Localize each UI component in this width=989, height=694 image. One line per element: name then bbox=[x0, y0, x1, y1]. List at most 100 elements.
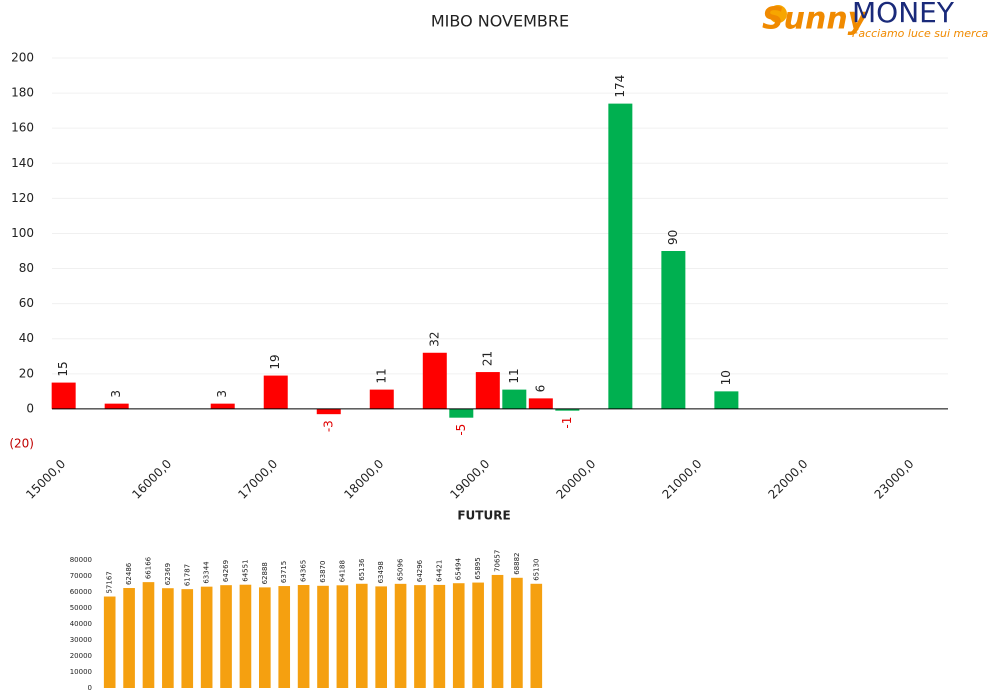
bar bbox=[433, 584, 446, 688]
bar bbox=[239, 584, 252, 688]
bar bbox=[414, 585, 426, 688]
data-label: 64365 bbox=[300, 560, 308, 582]
bar bbox=[449, 408, 474, 418]
x-tick-label: 15000,0 bbox=[23, 457, 68, 502]
data-label: 11 bbox=[374, 368, 388, 383]
y-tick-label: 20 bbox=[19, 366, 34, 380]
bar bbox=[142, 582, 155, 688]
x-tick-label: 18000,0 bbox=[341, 457, 386, 502]
x-tick-label: 17000,0 bbox=[235, 457, 280, 502]
bar bbox=[278, 586, 291, 688]
data-label: 32 bbox=[427, 331, 441, 346]
bar bbox=[51, 382, 76, 409]
logo-sun bbox=[769, 5, 787, 23]
y-tick-label: (20) bbox=[9, 437, 34, 451]
data-label: 3 bbox=[109, 390, 123, 398]
y-tick-label: 10000 bbox=[70, 668, 92, 676]
data-label: -1 bbox=[560, 417, 574, 429]
bar bbox=[530, 583, 543, 688]
data-label: 63344 bbox=[203, 561, 211, 584]
bar bbox=[259, 587, 271, 688]
y-tick-label: 40000 bbox=[70, 620, 92, 628]
data-label: 61787 bbox=[183, 564, 191, 586]
bar bbox=[555, 408, 580, 411]
data-label: 68882 bbox=[513, 553, 521, 575]
y-tick-label: 20000 bbox=[70, 652, 92, 660]
y-tick-label: 70000 bbox=[70, 572, 92, 580]
data-label: 65895 bbox=[474, 557, 482, 579]
data-label: 62369 bbox=[164, 563, 172, 585]
x-tick-label: 20000,0 bbox=[553, 457, 598, 502]
data-label: 10 bbox=[719, 370, 733, 385]
data-label: 6 bbox=[533, 385, 547, 393]
data-label: 64269 bbox=[222, 560, 230, 582]
y-tick-label: 30000 bbox=[70, 636, 92, 644]
y-tick-label: 100 bbox=[11, 226, 34, 240]
data-label: 64296 bbox=[416, 559, 424, 582]
data-label: 63715 bbox=[280, 561, 288, 583]
bar bbox=[263, 375, 288, 409]
bar bbox=[502, 389, 527, 409]
bar bbox=[162, 588, 174, 688]
x-tick-label: 16000,0 bbox=[129, 457, 174, 502]
data-label: 15 bbox=[56, 361, 70, 376]
bar bbox=[355, 583, 368, 688]
data-label: -5 bbox=[454, 424, 468, 436]
bar bbox=[528, 398, 553, 409]
logo-brand2: MONEY bbox=[852, 0, 955, 29]
y-tick-label: 0 bbox=[88, 684, 92, 692]
data-label: 57167 bbox=[106, 571, 114, 593]
x-tick-label: 23000,0 bbox=[872, 457, 917, 502]
bar bbox=[422, 352, 447, 409]
data-label: 62888 bbox=[261, 562, 269, 584]
chart-title: MIBO NOVEMBRE bbox=[431, 12, 569, 31]
y-tick-label: 40 bbox=[19, 331, 34, 345]
bar bbox=[103, 596, 116, 688]
data-label: 65096 bbox=[397, 558, 405, 581]
bar bbox=[317, 585, 329, 688]
bar bbox=[369, 389, 394, 409]
bar bbox=[472, 582, 484, 688]
y-tick-label: 180 bbox=[11, 86, 34, 100]
y-tick-label: 80000 bbox=[70, 556, 92, 564]
bar bbox=[316, 408, 341, 415]
data-label: 64551 bbox=[241, 559, 249, 581]
bar bbox=[511, 577, 523, 688]
logo-brand: Sunny bbox=[762, 2, 869, 37]
data-label: 90 bbox=[666, 230, 680, 245]
data-label: 66166 bbox=[144, 556, 152, 579]
data-label: 3 bbox=[215, 390, 229, 398]
bar bbox=[210, 403, 235, 409]
bar bbox=[475, 372, 500, 409]
y-tick-label: 80 bbox=[19, 261, 34, 275]
y-tick-label: 120 bbox=[11, 191, 34, 205]
y-tick-label: 140 bbox=[11, 156, 34, 170]
data-label: 64421 bbox=[435, 560, 443, 582]
bar bbox=[375, 586, 387, 688]
y-tick-label: 50000 bbox=[70, 604, 92, 612]
logo: Sunny MONEY Facciamo luce sui mercati bbox=[762, 0, 989, 40]
bar bbox=[220, 585, 232, 688]
data-label: 63870 bbox=[319, 561, 327, 583]
y-tick-label: 60 bbox=[19, 296, 34, 310]
data-label: 65130 bbox=[532, 559, 540, 581]
bar bbox=[336, 585, 349, 688]
data-label: 70657 bbox=[494, 550, 502, 572]
logo-tagline: Facciamo luce sui mercati bbox=[852, 27, 989, 40]
data-label: 65494 bbox=[455, 557, 463, 580]
x-tick-label: 21000,0 bbox=[659, 457, 704, 502]
bar bbox=[297, 585, 310, 688]
data-label: 64188 bbox=[338, 560, 346, 582]
x-axis-title: FUTURE bbox=[457, 509, 510, 523]
data-label: 62486 bbox=[125, 562, 133, 585]
bar bbox=[491, 574, 504, 688]
bar bbox=[181, 589, 194, 688]
data-label: -3 bbox=[321, 420, 335, 432]
bar bbox=[123, 588, 135, 688]
y-tick-label: 0 bbox=[26, 401, 34, 415]
data-label: 65136 bbox=[358, 558, 366, 581]
bar bbox=[608, 103, 633, 409]
bar bbox=[200, 586, 213, 688]
data-label: 19 bbox=[268, 354, 282, 369]
